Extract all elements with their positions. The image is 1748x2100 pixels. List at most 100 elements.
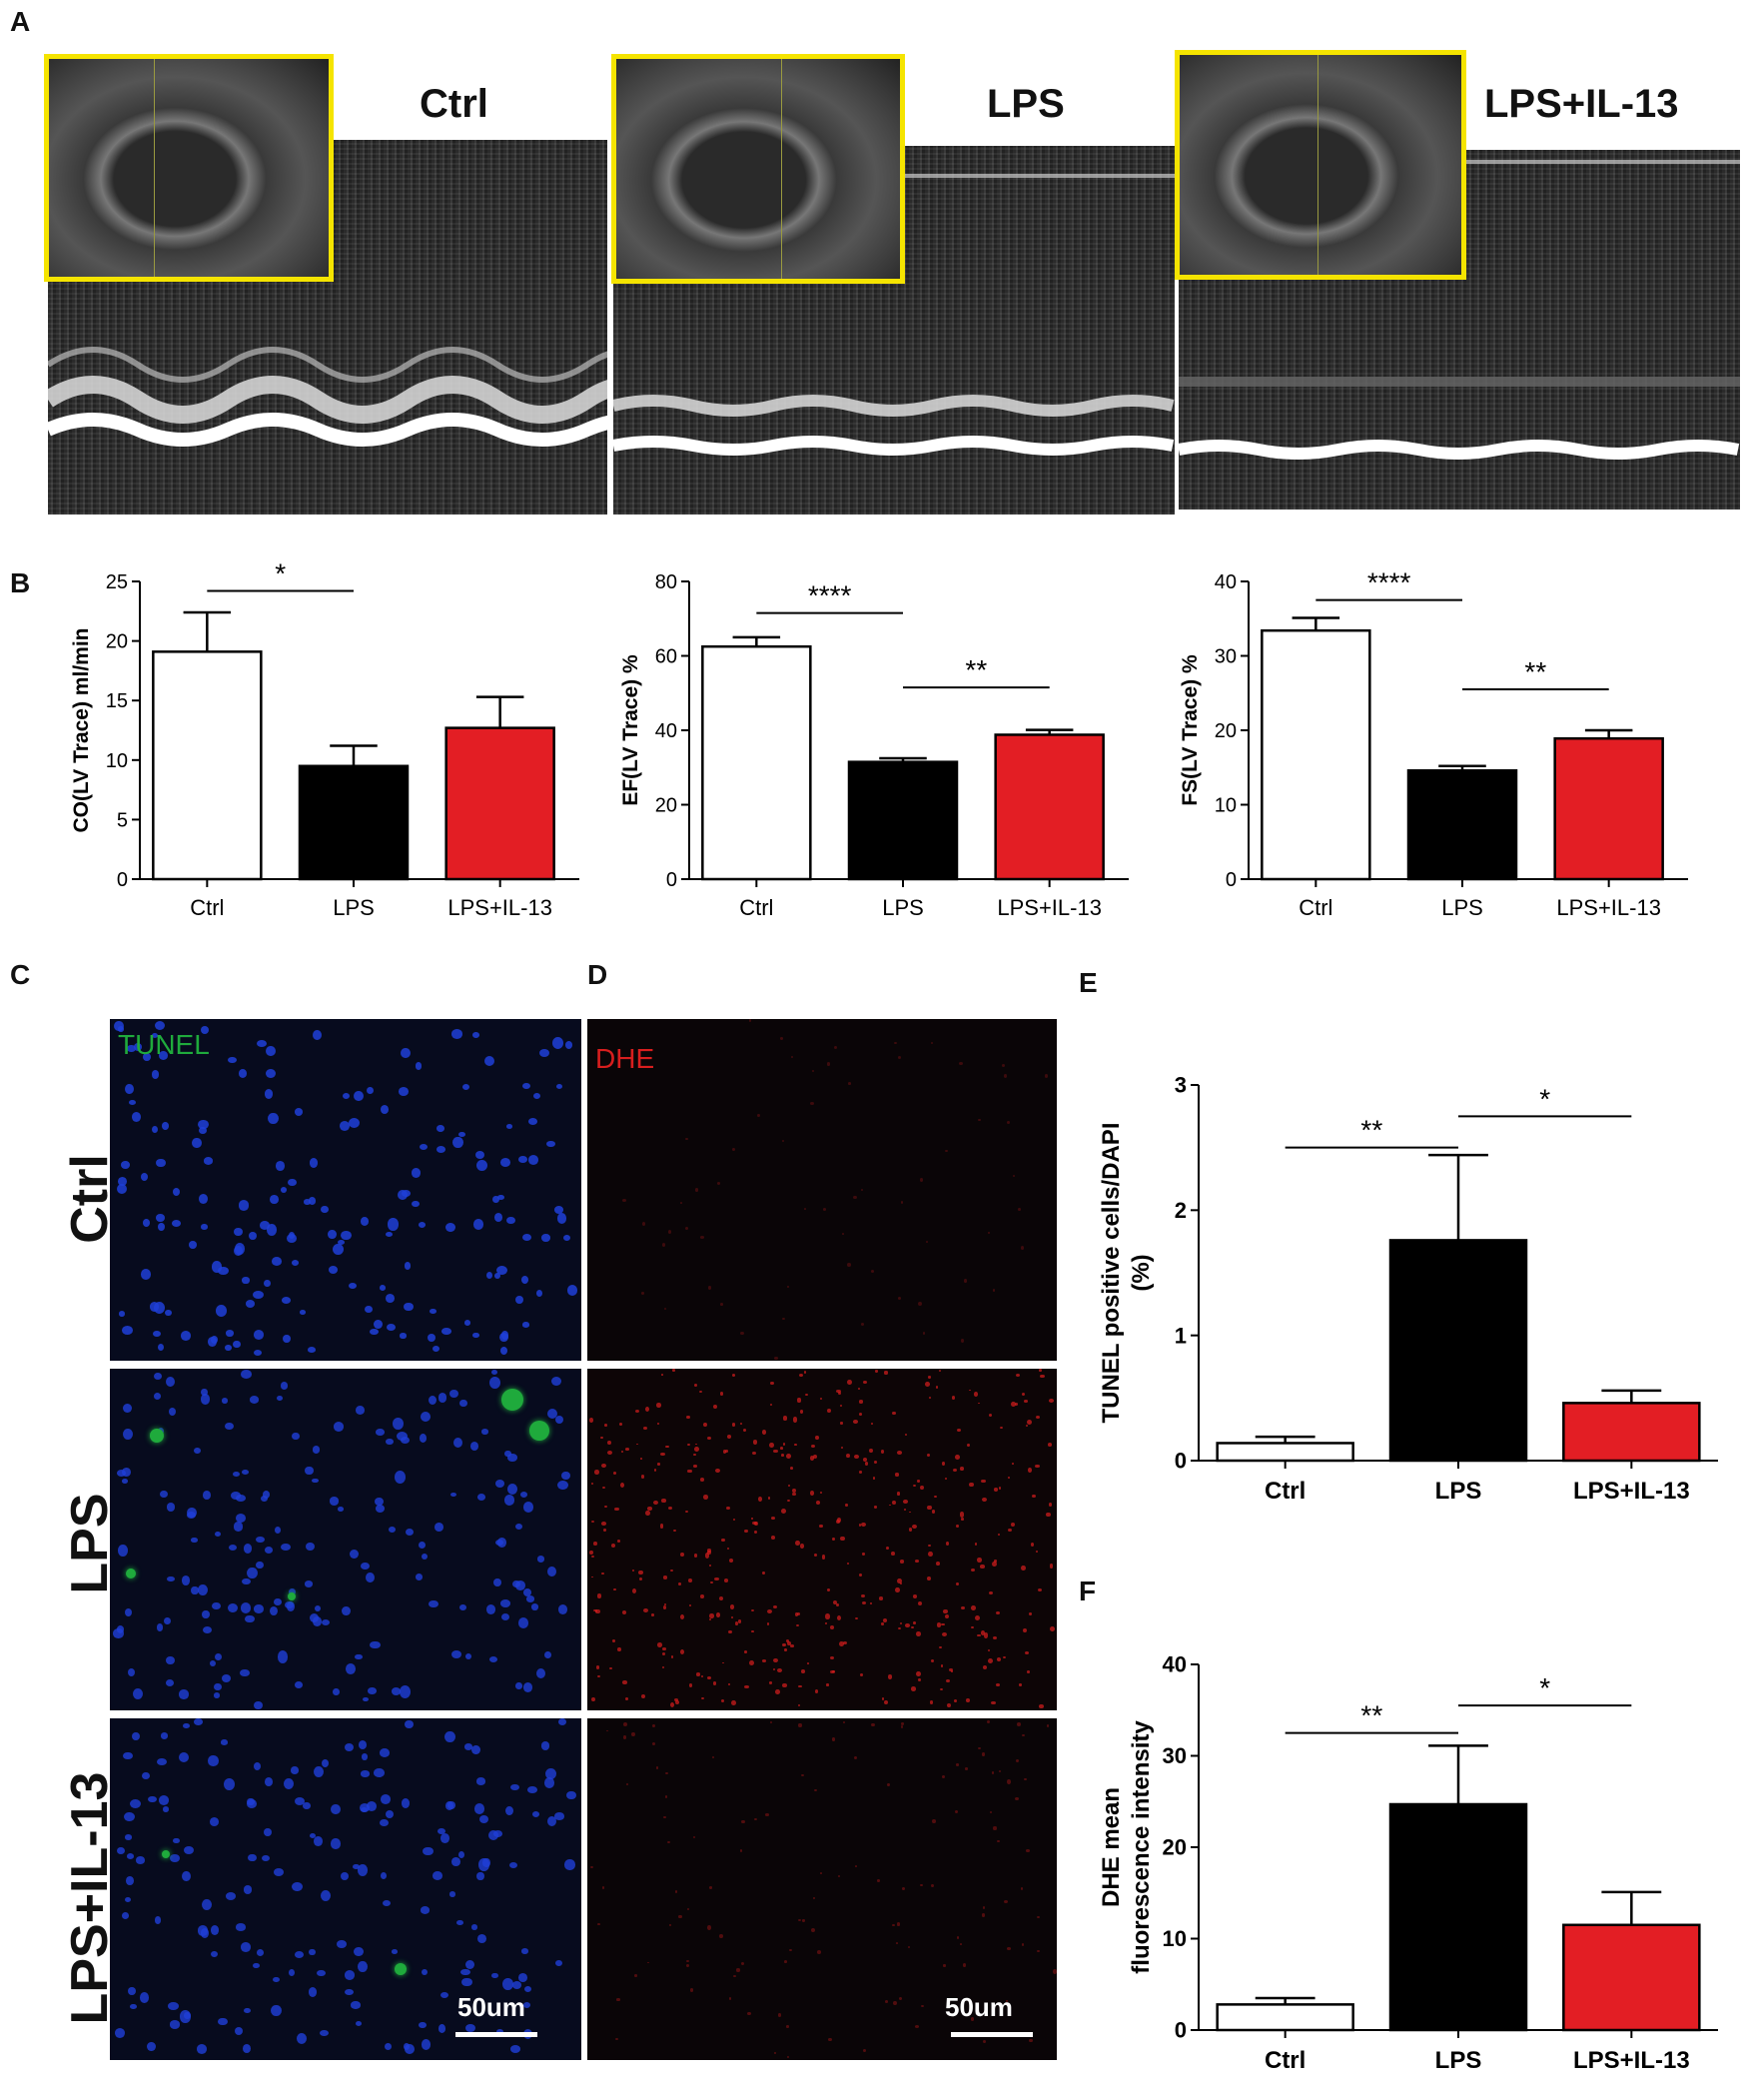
cell-nucleus bbox=[751, 1629, 754, 1632]
cell-nucleus bbox=[900, 1722, 905, 1726]
cell-nucleus bbox=[370, 1328, 379, 1336]
cell-nucleus bbox=[782, 1442, 786, 1446]
x-tick-label: LPS+IL-13 bbox=[1556, 895, 1661, 920]
cell-nucleus bbox=[966, 1697, 970, 1702]
cell-nucleus bbox=[380, 1793, 391, 1804]
cell-nucleus bbox=[197, 2044, 208, 2054]
significance-marker: * bbox=[1539, 1083, 1550, 1114]
cell-nucleus bbox=[821, 1555, 825, 1560]
cell-nucleus bbox=[706, 1675, 712, 1680]
cell-nucleus bbox=[523, 1502, 534, 1513]
cell-nucleus bbox=[743, 1650, 747, 1653]
cell-nucleus bbox=[942, 1608, 948, 1614]
cell-nucleus bbox=[663, 1308, 667, 1311]
cell-nucleus bbox=[980, 1479, 986, 1484]
cell-nucleus bbox=[412, 1168, 422, 1178]
cell-nucleus bbox=[351, 2001, 361, 2009]
cell-nucleus bbox=[651, 1741, 656, 1746]
cell-nucleus bbox=[882, 1617, 888, 1622]
cell-nucleus bbox=[614, 2037, 618, 2040]
cell-nucleus bbox=[1035, 1415, 1040, 1419]
cell-nucleus bbox=[463, 1743, 472, 1750]
cell-nucleus bbox=[553, 1206, 564, 1215]
cell-nucleus bbox=[308, 1347, 317, 1354]
cell-nucleus bbox=[605, 1729, 609, 1732]
cell-nucleus bbox=[273, 1976, 280, 1982]
cell-nucleus bbox=[1040, 1374, 1045, 1379]
cell-nucleus bbox=[893, 2001, 897, 2006]
cell-nucleus bbox=[786, 2025, 789, 2028]
dhe-label: DHE bbox=[595, 1043, 655, 1074]
cell-nucleus bbox=[339, 1120, 350, 1131]
cell-nucleus bbox=[132, 1731, 141, 1741]
cell-nucleus bbox=[248, 1853, 257, 1862]
cell-nucleus bbox=[810, 1444, 815, 1448]
cell-nucleus bbox=[987, 1232, 991, 1235]
cell-nucleus bbox=[437, 2023, 446, 2033]
cell-nucleus bbox=[915, 2024, 920, 2028]
cell-nucleus bbox=[924, 1382, 930, 1387]
cell-nucleus bbox=[674, 1890, 678, 1894]
cell-nucleus bbox=[870, 1602, 873, 1604]
cell-nucleus bbox=[270, 1195, 279, 1204]
cell-nucleus bbox=[536, 1289, 543, 1297]
cell-nucleus bbox=[954, 1455, 960, 1461]
cell-nucleus bbox=[437, 1392, 447, 1403]
y-axis-label: DHE mean bbox=[1099, 1787, 1125, 1907]
cell-nucleus bbox=[794, 1444, 797, 1446]
cell-nucleus bbox=[337, 1939, 347, 1948]
cell-nucleus bbox=[661, 1499, 666, 1503]
cell-nucleus bbox=[179, 1689, 189, 1699]
cell-nucleus bbox=[663, 1603, 666, 1605]
cell-nucleus bbox=[708, 1617, 712, 1620]
cell-nucleus bbox=[201, 1394, 210, 1405]
cell-nucleus bbox=[977, 1633, 981, 1637]
cell-nucleus bbox=[601, 1573, 604, 1575]
cell-nucleus bbox=[379, 1818, 389, 1826]
cell-nucleus bbox=[858, 1471, 863, 1475]
cell-nucleus bbox=[152, 1125, 159, 1133]
cell-nucleus bbox=[476, 1933, 487, 1943]
cell-nucleus bbox=[657, 1463, 661, 1466]
y-axis-label: fluorescence intensity bbox=[1128, 1720, 1155, 1974]
cell-nucleus bbox=[162, 1806, 169, 1812]
cell-nucleus bbox=[693, 1465, 697, 1469]
dhe-image-lps-il13 bbox=[587, 1718, 1057, 2060]
cell-nucleus bbox=[471, 1332, 479, 1339]
cell-nucleus bbox=[632, 1587, 637, 1593]
cell-nucleus bbox=[732, 1518, 736, 1522]
cell-nucleus bbox=[928, 1552, 933, 1558]
cell-nucleus bbox=[294, 1950, 305, 1959]
cell-nucleus bbox=[603, 1505, 607, 1508]
cell-nucleus bbox=[900, 1725, 904, 1728]
cell-nucleus bbox=[379, 1748, 390, 1757]
cell-nucleus bbox=[589, 1550, 593, 1556]
cell-nucleus bbox=[739, 1423, 742, 1426]
cell-nucleus bbox=[518, 1973, 528, 1982]
cell-nucleus bbox=[622, 1198, 626, 1202]
cell-nucleus bbox=[991, 1700, 996, 1705]
cell-nucleus bbox=[801, 1774, 804, 1777]
cell-nucleus bbox=[896, 1492, 901, 1496]
cell-nucleus bbox=[887, 1674, 893, 1680]
cell-nucleus bbox=[920, 1485, 924, 1490]
cell-nucleus bbox=[291, 1260, 300, 1267]
y-axis-label: (%) bbox=[1128, 1254, 1155, 1291]
cell-nucleus bbox=[880, 1450, 885, 1455]
cell-nucleus bbox=[854, 1865, 858, 1868]
cell-nucleus bbox=[545, 1768, 557, 1780]
cell-nucleus bbox=[696, 1672, 701, 1676]
cell-nucleus bbox=[892, 1412, 896, 1416]
cell-nucleus bbox=[992, 1635, 997, 1640]
y-tick-label: 25 bbox=[106, 571, 128, 593]
cell-nucleus bbox=[947, 1702, 952, 1707]
cell-nucleus bbox=[767, 1608, 773, 1613]
cell-nucleus bbox=[221, 1398, 229, 1405]
cell-nucleus bbox=[304, 1580, 314, 1588]
cell-nucleus bbox=[836, 1614, 842, 1620]
cell-nucleus bbox=[1037, 1587, 1043, 1592]
cell-nucleus bbox=[497, 1537, 506, 1548]
cell-nucleus bbox=[928, 1396, 931, 1399]
panel-letter-a: A bbox=[10, 6, 31, 37]
cell-nucleus bbox=[157, 1623, 164, 1631]
